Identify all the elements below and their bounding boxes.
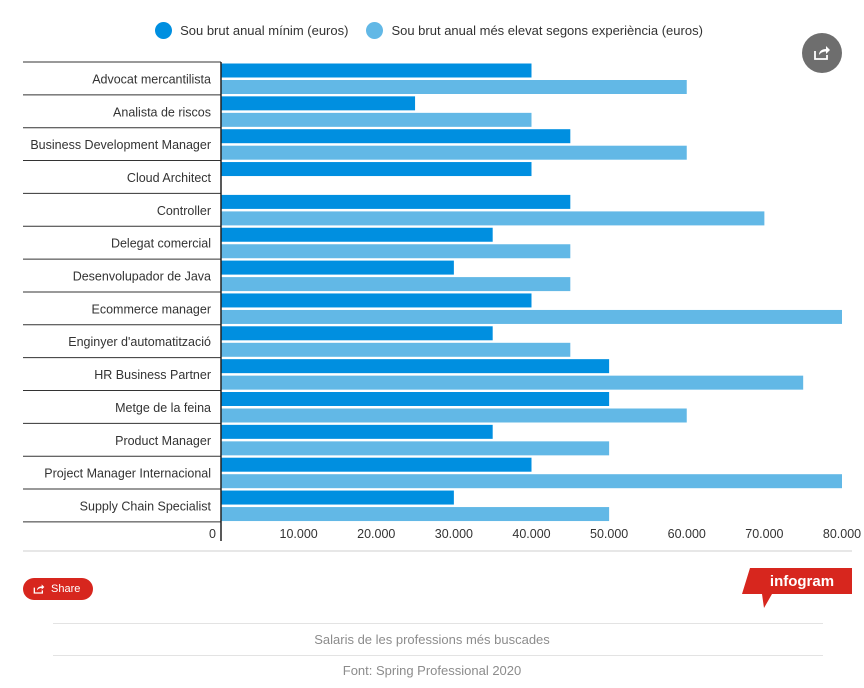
legend-item-min[interactable]: Sou brut anual mínim (euros) (155, 22, 348, 39)
footer-divider-top (53, 623, 823, 624)
bar-max (221, 244, 571, 259)
legend-dot-min (155, 22, 173, 39)
bar-chart: Advocat mercantilista Analista de riscos B… (23, 61, 861, 552)
footer-title: Salaris de les professions més buscades (314, 632, 550, 647)
bar-max (221, 145, 687, 160)
bar-min (221, 457, 532, 472)
bar-min (221, 162, 532, 177)
bar-max (221, 309, 842, 324)
category-label: Enginyer d'automatització (68, 335, 211, 349)
category-label: Cloud Architect (127, 171, 212, 185)
bar-min (221, 63, 532, 78)
x-tick-label: 40.000 (512, 527, 550, 541)
footer-source: Font: Spring Professional 2020 (342, 663, 522, 678)
x-tick-label: 10.000 (280, 527, 318, 541)
x-tick-label: 80.000 (823, 527, 861, 541)
share-button-label: Share (51, 583, 81, 595)
share-corner-button[interactable] (802, 33, 842, 73)
category-label: Metge de la feina (115, 401, 211, 415)
x-tick-label: 70.000 (745, 527, 783, 541)
bar-min (221, 260, 454, 275)
legend-dot-max (366, 22, 384, 39)
bar-min (221, 490, 454, 505)
bar-min (221, 359, 610, 374)
category-label: Project Manager Internacional (44, 467, 211, 481)
infogram-badge: infogram (742, 568, 852, 608)
x-tick-label: 30.000 (435, 527, 473, 541)
category-label: Business Development Manager (30, 138, 211, 152)
infogram-label: infogram (770, 573, 834, 590)
legend-label-min: Sou brut anual mínim (euros) (180, 23, 349, 38)
legend-label-max: Sou brut anual més elevat segons experiè… (391, 23, 703, 38)
bar-max (221, 474, 842, 489)
bar-max (221, 375, 804, 390)
category-label: Supply Chain Specialist (80, 499, 212, 513)
category-label: Analista de riscos (113, 105, 211, 119)
bar-max (221, 342, 571, 357)
bar-min (221, 227, 493, 242)
chart-legend: Sou brut anual mínim (euros) Sou brut an… (0, 22, 864, 39)
bar-min (221, 129, 571, 144)
infogram-logo[interactable]: infogram (742, 568, 852, 608)
x-tick-label: 60.000 (668, 527, 706, 541)
bar-min (221, 326, 493, 341)
x-tick-label: 20.000 (357, 527, 395, 541)
bar-max (221, 408, 687, 423)
bar-max (221, 80, 687, 94)
bar-max (221, 211, 765, 226)
share-icon (814, 46, 830, 60)
category-label: Controller (157, 204, 211, 218)
x-tick-label: 0 (209, 527, 216, 541)
bar-min (221, 424, 493, 439)
category-label: HR Business Partner (94, 368, 211, 382)
bar-min (221, 96, 416, 111)
category-label: Desenvolupador de Java (73, 270, 211, 284)
x-tick-label: 50.000 (590, 527, 628, 541)
share-button[interactable]: Share (23, 578, 94, 600)
legend-item-max[interactable]: Sou brut anual més elevat segons experiè… (366, 22, 703, 39)
bar-min (221, 194, 571, 209)
bar-min (221, 392, 610, 406)
category-label: Delegat comercial (111, 237, 211, 251)
share-small-icon (33, 584, 45, 594)
bar-max (221, 112, 532, 127)
category-label: Ecommerce manager (92, 302, 212, 316)
bar-max (221, 277, 571, 292)
bar-max (221, 441, 610, 456)
footer-divider-bottom (53, 655, 823, 656)
bar-min (221, 293, 532, 308)
bar-max (221, 507, 610, 522)
category-label: Product Manager (115, 434, 211, 448)
category-label: Advocat mercantilista (92, 72, 211, 86)
